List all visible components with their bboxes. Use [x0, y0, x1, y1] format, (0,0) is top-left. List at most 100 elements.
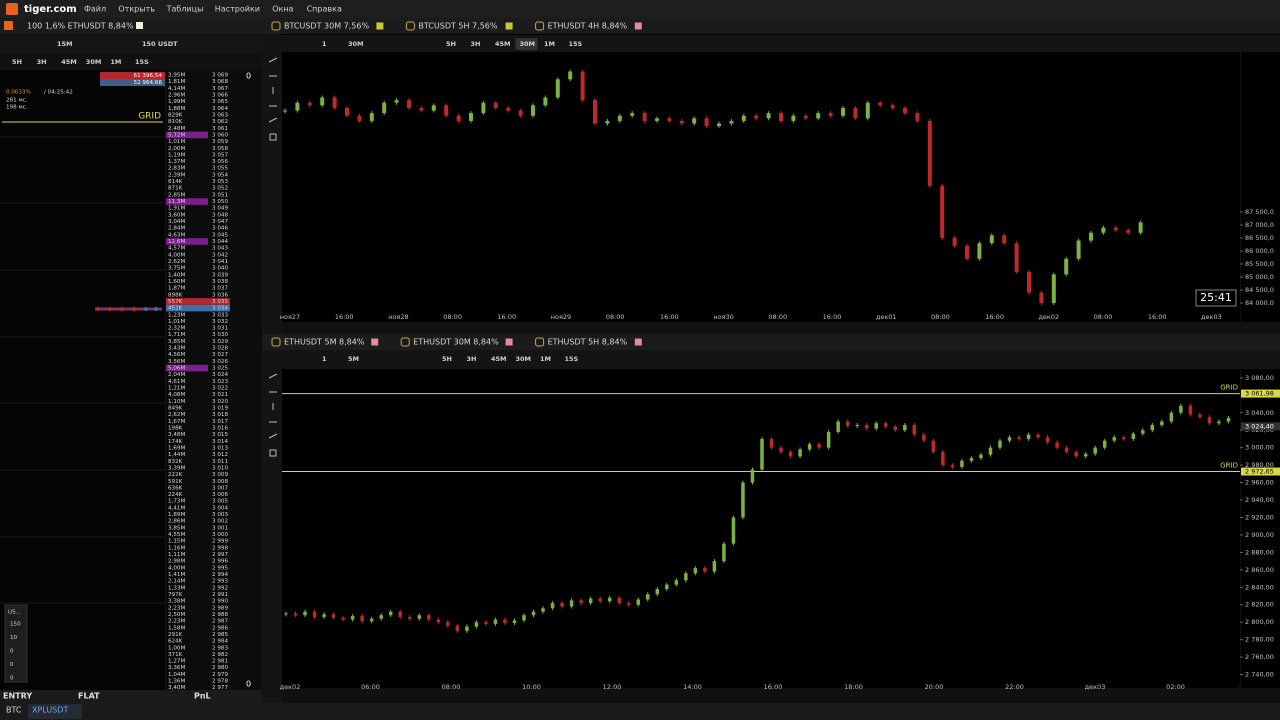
volume: 4,08M — [168, 392, 185, 398]
tool-column — [262, 18, 282, 703]
price: 3 022 — [212, 386, 228, 392]
candle — [952, 237, 957, 246]
y-tick-label: 3 000,00 — [1245, 444, 1274, 452]
volume: 898K — [168, 292, 183, 298]
level-price: 3 061,98 — [1245, 390, 1274, 398]
x-tick-label: дек02 — [280, 683, 301, 691]
x-tick-label: дек03 — [1085, 683, 1106, 691]
candle — [667, 118, 672, 121]
candle — [626, 602, 631, 605]
app-icon — [6, 3, 18, 15]
price: 3 001 — [212, 525, 228, 531]
candle — [579, 600, 583, 603]
volume: 3,48M — [168, 432, 185, 438]
timeframe: 30M — [86, 58, 102, 66]
candle — [331, 614, 336, 618]
volume: 4,00M — [168, 565, 185, 571]
candle — [779, 113, 783, 121]
x-tick-label: 10:00 — [522, 683, 541, 691]
footer-label: ENTRY — [3, 692, 32, 701]
volume: 1,01M — [168, 139, 185, 145]
orderbook-header: 0 — [246, 72, 251, 81]
x-tick-label: 16:00 — [985, 313, 1004, 321]
candle — [617, 115, 622, 121]
candle — [950, 465, 955, 467]
x-tick-label: 16:00 — [335, 313, 354, 321]
price: 3 039 — [212, 272, 228, 278]
volume: 291K — [168, 632, 183, 638]
price: 2 989 — [212, 605, 228, 611]
price: 3 034 — [212, 306, 228, 312]
candle — [455, 625, 460, 631]
candle — [541, 608, 545, 612]
timeframe: 5H — [442, 355, 452, 363]
level-name: GRID — [1220, 384, 1238, 392]
candle — [357, 115, 362, 121]
price: 3 023 — [212, 379, 228, 385]
interval: 15M — [57, 40, 73, 48]
volume: 1,04M — [168, 672, 185, 678]
candle — [807, 444, 812, 450]
candle — [741, 115, 746, 121]
timeframe: 45M — [491, 355, 507, 363]
candle — [931, 440, 936, 453]
candle — [1055, 442, 1059, 448]
volume: 1,19M — [168, 152, 185, 158]
x-tick-label: 16:00 — [1148, 313, 1167, 321]
candle — [655, 118, 659, 121]
candle — [826, 431, 831, 448]
level-name: GRID — [1220, 462, 1238, 470]
menu-item: Таблицы — [166, 5, 204, 14]
volume: 829K — [168, 112, 183, 118]
bar-count: 1 — [322, 355, 327, 363]
candle — [1089, 232, 1093, 241]
price: 3 059 — [212, 139, 228, 145]
candle — [419, 107, 424, 111]
timeframe: 30M — [516, 355, 532, 363]
price: 3 012 — [212, 452, 228, 458]
price: 3 067 — [212, 86, 228, 92]
candle — [1026, 434, 1031, 439]
candle — [388, 611, 393, 616]
volume: 832K — [168, 459, 183, 465]
candle — [865, 102, 870, 119]
price: 3 050 — [212, 199, 228, 205]
candle — [555, 79, 560, 98]
top-toolbar — [282, 35, 1280, 52]
candle — [1160, 421, 1164, 425]
x-tick-label: 12:00 — [603, 683, 622, 691]
candle — [598, 598, 602, 602]
candle — [379, 615, 383, 619]
volume: 814K — [168, 179, 183, 185]
timeframe: 15S — [565, 355, 579, 363]
price: 3 030 — [212, 332, 228, 338]
candle — [303, 611, 307, 616]
y-tick-label: 2 900,00 — [1245, 531, 1274, 539]
timeframe: 5H — [12, 58, 22, 66]
candle — [878, 102, 883, 106]
candle — [1226, 417, 1231, 422]
y-tick-label: 2 920,00 — [1245, 513, 1274, 521]
last-price-bg — [1241, 422, 1280, 431]
candle — [1007, 437, 1012, 441]
volume: 797K — [168, 592, 183, 598]
x-tick-label: ноя30 — [713, 313, 733, 321]
bid-total-bg — [100, 79, 165, 86]
candle — [915, 113, 920, 121]
volume: 2,23M — [168, 605, 185, 611]
x-tick-label: ноя27 — [280, 313, 300, 321]
mini-value: 0 — [10, 676, 14, 682]
volume: 2,85M — [168, 192, 185, 198]
candle — [845, 421, 850, 426]
mini-grid — [0, 136, 165, 604]
candle — [382, 102, 387, 114]
price: 3 036 — [212, 292, 228, 298]
candle — [912, 424, 917, 435]
timeframe: 45M — [495, 40, 511, 48]
volume: 5,06M — [168, 366, 185, 372]
status-bar — [0, 703, 1280, 720]
candle — [853, 107, 858, 119]
price: 3 029 — [212, 339, 228, 345]
x-tick-label: 08:00 — [606, 313, 625, 321]
candle — [1112, 437, 1116, 441]
